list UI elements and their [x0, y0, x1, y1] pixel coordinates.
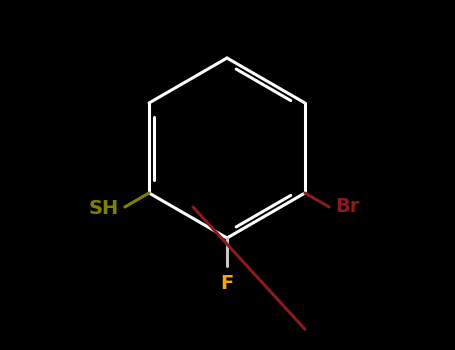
Text: Br: Br [335, 197, 359, 217]
Text: SH: SH [89, 199, 119, 218]
Text: F: F [220, 274, 233, 293]
